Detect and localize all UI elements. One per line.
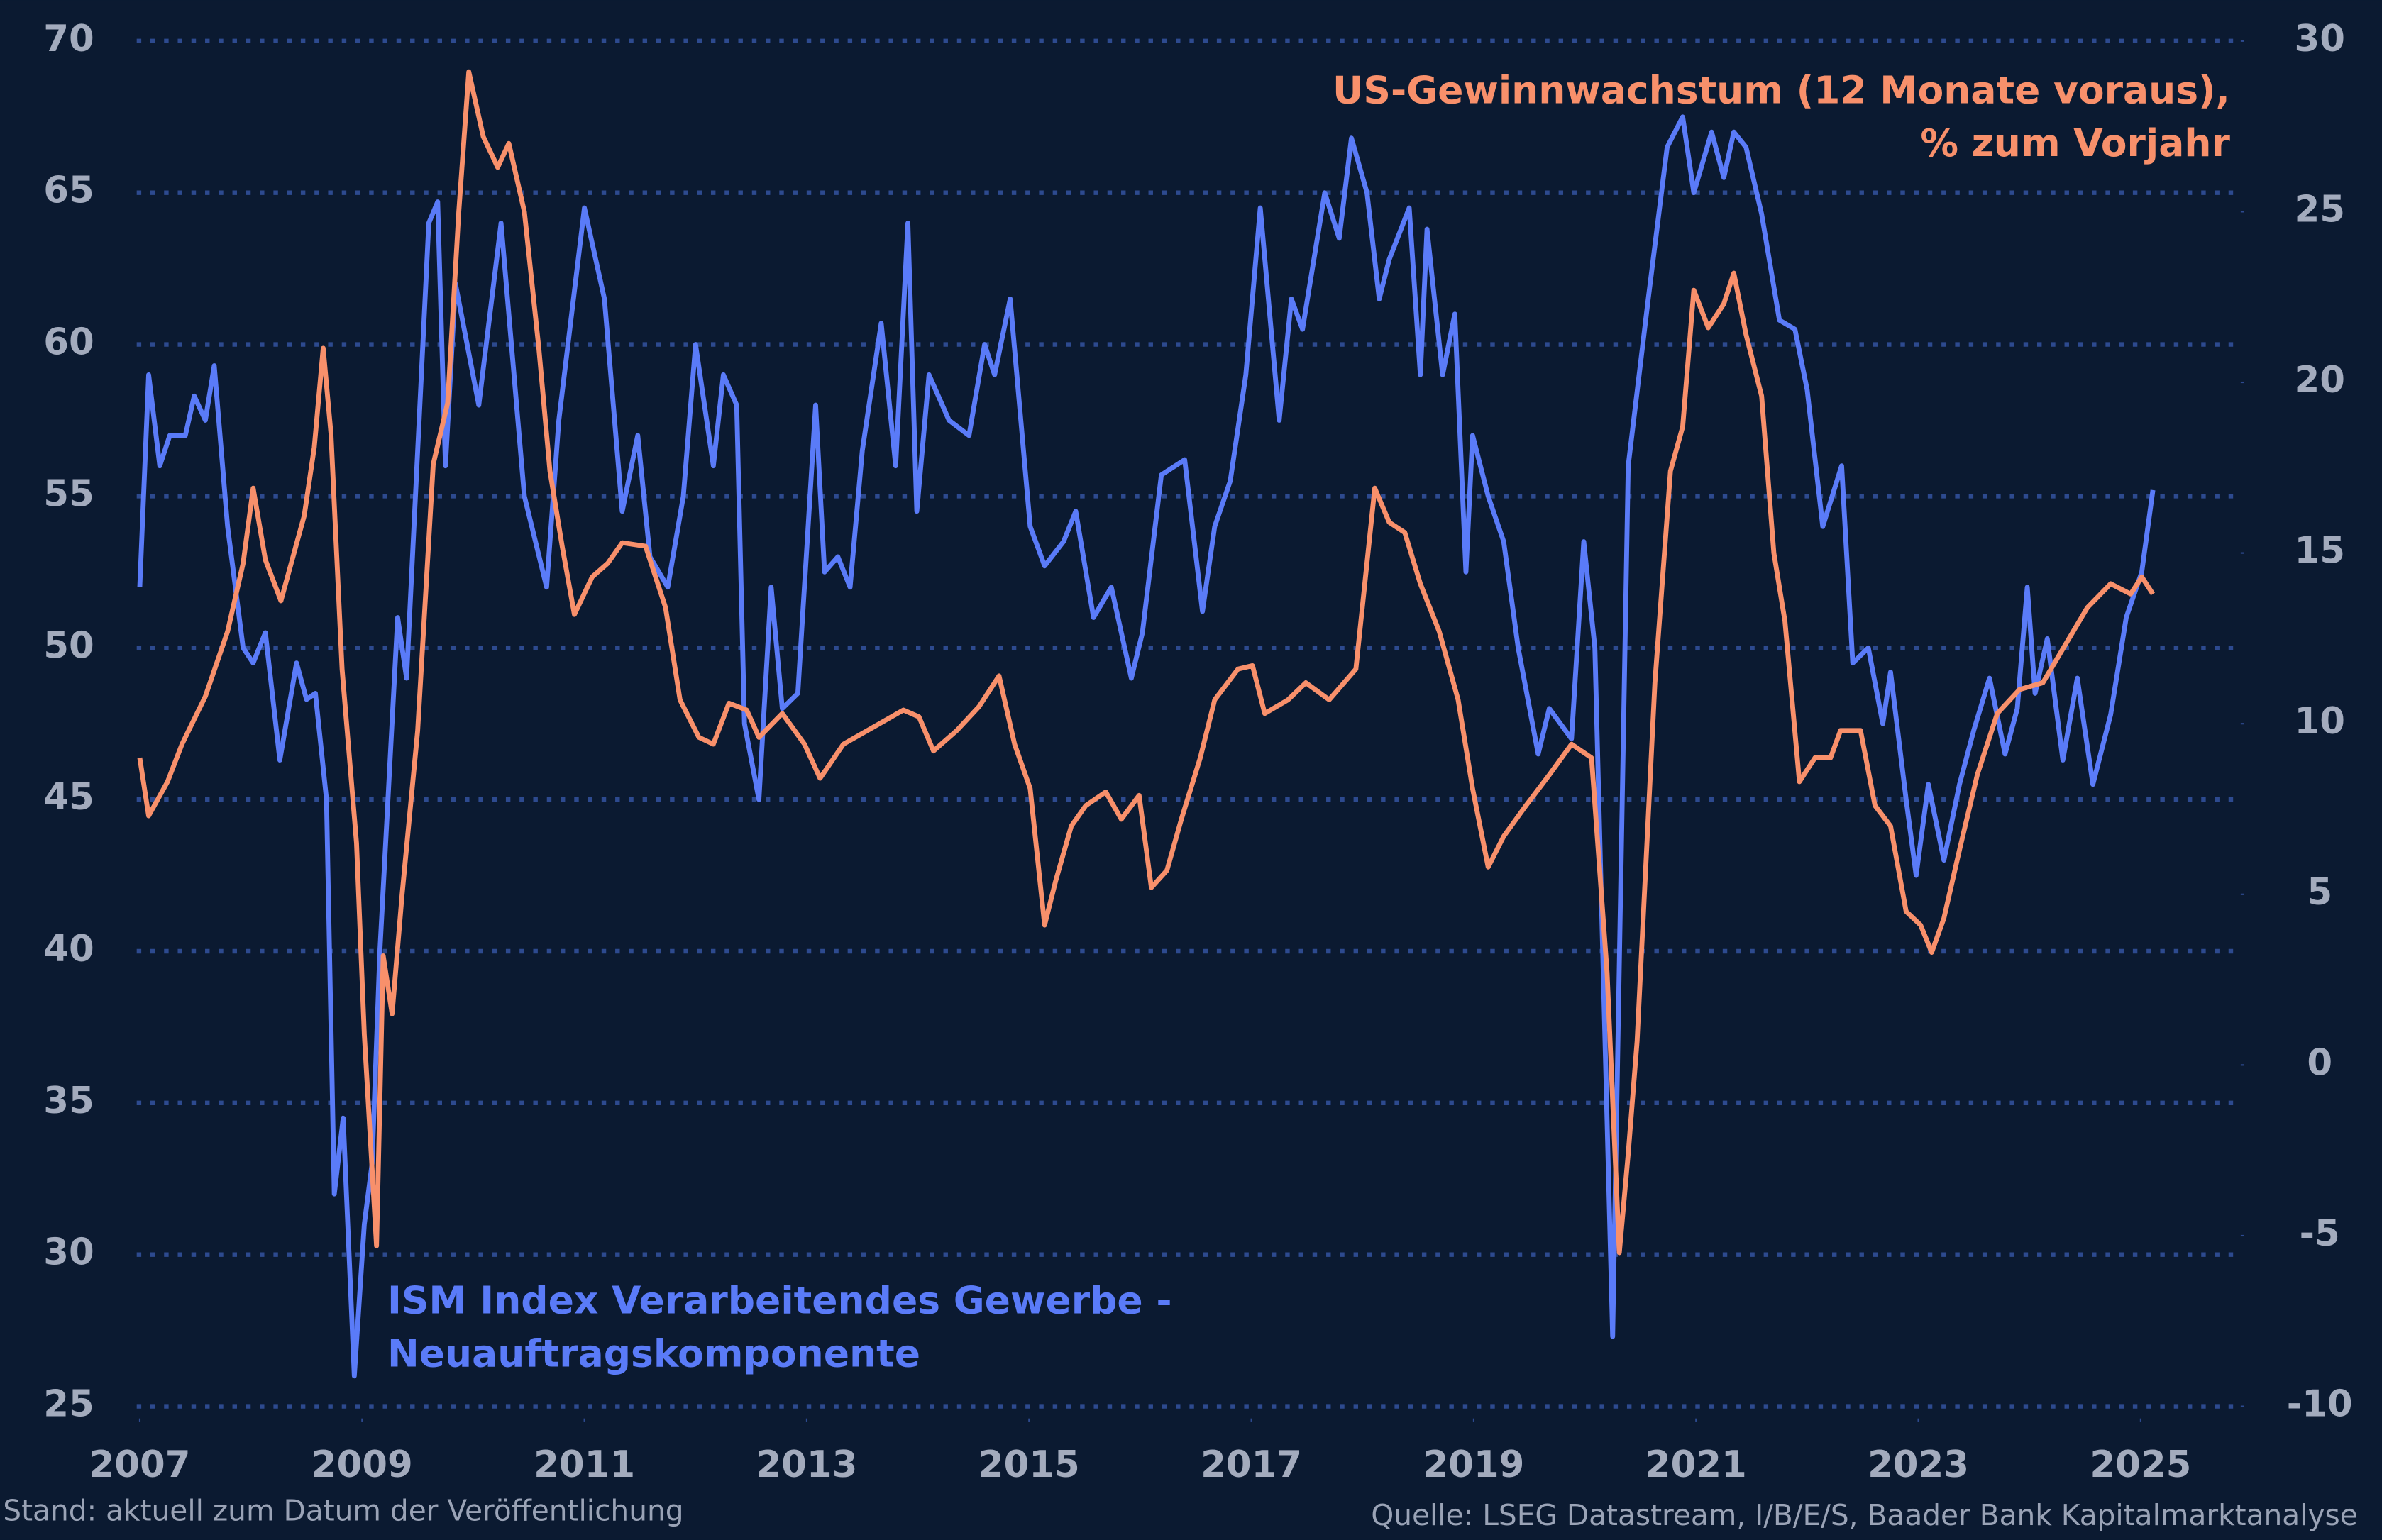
x-tick-label: 2015	[978, 1444, 1080, 1486]
y-tick-label: 50	[43, 624, 94, 667]
x-tick-label: 2017	[1201, 1444, 1302, 1486]
y-tick-label: 60	[43, 321, 94, 364]
y-tick-label: 25	[43, 1383, 94, 1426]
lines	[137, 69, 2156, 1379]
labels: 25303540455055606570-10-5051015202530200…	[43, 18, 2352, 1486]
y2-tick-label: 10	[2294, 700, 2345, 743]
series-label: Neuauftragskomponente	[387, 1331, 920, 1376]
series-label: % zum Vorjahr	[1920, 121, 2230, 165]
y2-tick-label: 30	[2294, 18, 2345, 60]
footnote: Stand: aktuell zum Datum der Veröffentli…	[3, 1493, 683, 1527]
x-tick-label: 2009	[311, 1444, 413, 1486]
y-tick-label: 65	[43, 170, 94, 212]
y2-tick-label: -10	[2287, 1383, 2353, 1426]
series-line	[137, 69, 2155, 1256]
series-line	[137, 114, 2156, 1379]
source: Quelle: LSEG Datastream, I/B/E/S, Baader…	[1371, 1498, 2358, 1532]
y2-tick-label: 0	[2307, 1041, 2332, 1084]
x-tick-label: 2013	[756, 1444, 857, 1486]
series-label: ISM Index Verarbeitendes Gewerbe -	[387, 1278, 1172, 1323]
x-tick-label: 2025	[2090, 1444, 2191, 1486]
y-tick-label: 55	[43, 472, 94, 515]
y2-tick-label: 5	[2307, 871, 2332, 914]
y2-tick-label: 25	[2294, 188, 2345, 231]
y-tick-label: 30	[43, 1231, 94, 1274]
y-tick-label: 45	[43, 776, 94, 819]
y-tick-label: 40	[43, 928, 94, 970]
y2-tick-label: -5	[2300, 1212, 2340, 1255]
x-tick-label: 2007	[89, 1444, 190, 1486]
y-tick-label: 70	[43, 18, 94, 60]
x-tick-label: 2019	[1423, 1444, 1524, 1486]
grid	[136, 38, 2241, 1409]
y2-tick-label: 15	[2294, 530, 2345, 572]
series-label: US-Gewinnwachstum (12 Monate voraus),	[1333, 67, 2230, 112]
x-tick-label: 2021	[1645, 1444, 1747, 1486]
x-tick-label: 2023	[1868, 1444, 1969, 1486]
y2-tick-label: 20	[2294, 359, 2345, 401]
y-tick-label: 35	[43, 1080, 94, 1122]
x-tick-label: 2011	[534, 1444, 635, 1486]
